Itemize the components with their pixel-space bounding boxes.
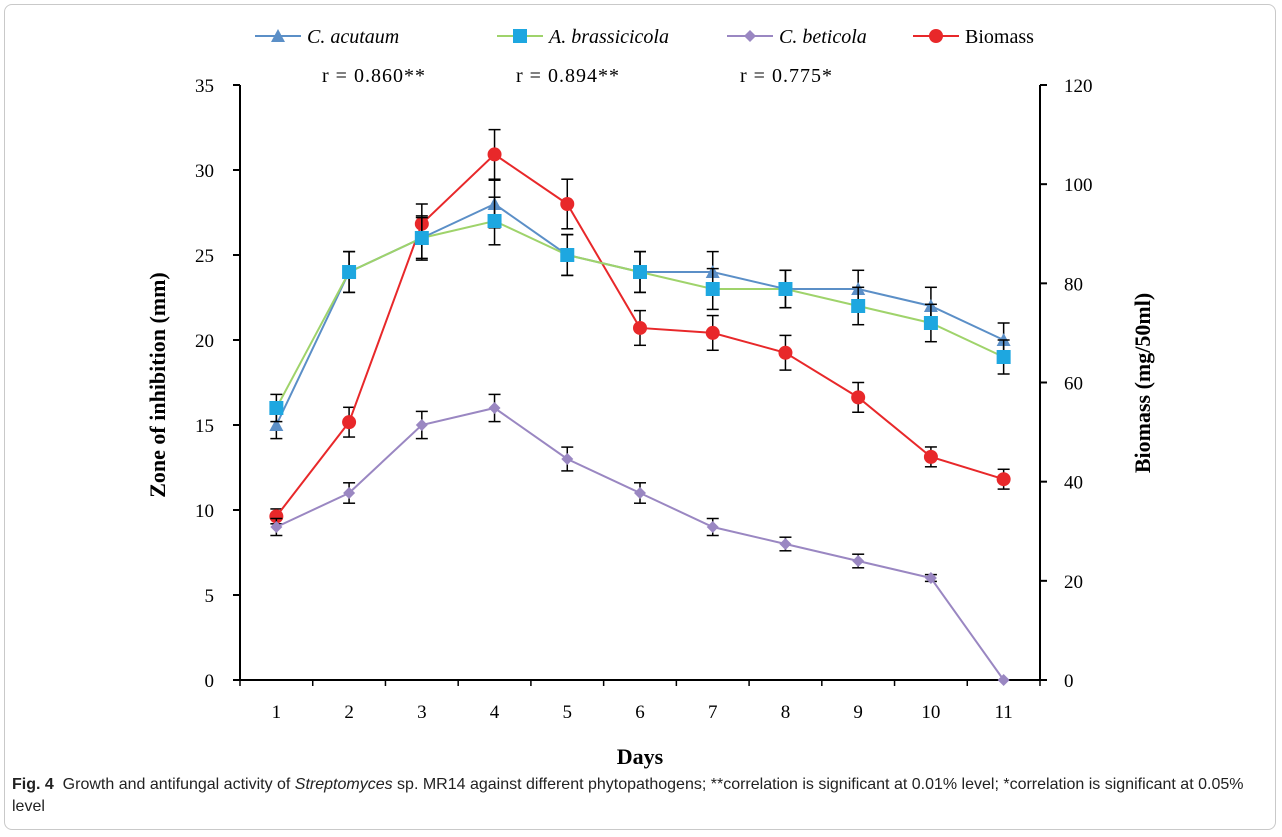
y-tick-label-right: 0 bbox=[1064, 671, 1074, 692]
x-tick-label: 7 bbox=[708, 702, 718, 723]
data-point bbox=[778, 282, 793, 296]
x-tick-label: 8 bbox=[781, 702, 791, 723]
data-point bbox=[269, 509, 284, 524]
x-tick-label: 6 bbox=[635, 702, 645, 723]
legend-marker bbox=[929, 29, 943, 43]
figure-label: Fig. 4 bbox=[12, 776, 54, 793]
annotations: r = 0.860** r = 0.894** r = 0.775* bbox=[322, 65, 833, 87]
legend-marker bbox=[513, 29, 527, 43]
caption-text-2: sp. MR14 against different phytopathogen… bbox=[12, 776, 1244, 815]
data-point bbox=[488, 402, 501, 414]
data-point bbox=[778, 345, 793, 360]
x-tick-label: 4 bbox=[490, 702, 500, 723]
data-point bbox=[923, 449, 938, 464]
data-point bbox=[269, 418, 284, 431]
data-point bbox=[633, 265, 647, 279]
legend-label: A. brassicicola bbox=[547, 26, 669, 48]
y-tick-label-right: 120 bbox=[1064, 76, 1093, 97]
y-tick-label-left: 0 bbox=[205, 671, 215, 692]
data-point bbox=[561, 453, 574, 465]
data-point bbox=[851, 390, 866, 405]
data-point bbox=[852, 555, 865, 567]
x-tick-label: 1 bbox=[272, 702, 282, 723]
legend-marker bbox=[271, 29, 285, 42]
correlation-annotation: r = 0.775* bbox=[740, 65, 833, 87]
data-point bbox=[415, 419, 428, 431]
data-point bbox=[342, 265, 357, 279]
series-1 bbox=[269, 196, 1011, 423]
data-point bbox=[923, 316, 938, 330]
x-tick-label: 11 bbox=[994, 702, 1012, 723]
legend-label: Biomass bbox=[965, 26, 1034, 48]
data-point bbox=[343, 487, 356, 499]
data-point bbox=[706, 521, 719, 533]
caption-italic: Streptomyces bbox=[294, 776, 393, 793]
data-point bbox=[342, 415, 357, 430]
data-point bbox=[634, 487, 646, 499]
data-point bbox=[487, 214, 502, 228]
y-axis-title: Zone of inhibition (mm) bbox=[145, 272, 170, 498]
correlation-annotation: r = 0.860** bbox=[322, 65, 426, 87]
data-point bbox=[269, 401, 284, 415]
series-layer bbox=[269, 128, 1011, 686]
series-0 bbox=[269, 179, 1011, 440]
x-tick-label: 5 bbox=[563, 702, 573, 723]
data-point bbox=[705, 282, 720, 296]
x-axis-title: Days bbox=[617, 744, 664, 769]
chart: 0 5 10 15 20 25 30 35 0 20 40 60 80 100 120 1 2 3 4 5 6 7 8 9 10… bbox=[145, 26, 1155, 769]
data-point bbox=[560, 248, 575, 262]
legend: C. acutaum A. brassicicola C. beticola Biom… bbox=[255, 26, 1034, 48]
figure-frame bbox=[4, 4, 1276, 830]
caption-text-1: Growth and antifungal activity of bbox=[62, 776, 295, 793]
data-point bbox=[633, 320, 647, 335]
data-point bbox=[779, 538, 792, 550]
legend-label: C. beticola bbox=[779, 26, 867, 48]
series-2 bbox=[270, 393, 1010, 686]
data-point bbox=[487, 147, 502, 162]
x-tick-label: 10 bbox=[921, 702, 940, 723]
data-point bbox=[996, 472, 1011, 487]
data-point bbox=[705, 325, 720, 340]
data-point bbox=[851, 299, 866, 313]
legend-marker bbox=[744, 30, 756, 42]
y-tick-label-left: 20 bbox=[195, 331, 214, 352]
y-tick-label-left: 10 bbox=[195, 501, 214, 522]
y-tick-label-left: 15 bbox=[195, 416, 214, 437]
y-tick-label-left: 35 bbox=[195, 76, 214, 97]
x-tick-label: 3 bbox=[417, 702, 427, 723]
y-tick-label-right: 80 bbox=[1064, 274, 1083, 295]
data-point bbox=[924, 572, 937, 584]
data-point bbox=[414, 231, 429, 245]
x-tick-label: 9 bbox=[853, 702, 863, 723]
correlation-annotation: r = 0.894** bbox=[516, 65, 620, 87]
y2-axis-title: Biomass (mg/50ml) bbox=[1130, 293, 1155, 473]
data-point bbox=[560, 197, 575, 211]
data-point bbox=[996, 350, 1011, 364]
y-tick-label-right: 20 bbox=[1064, 572, 1083, 593]
data-point bbox=[270, 521, 283, 533]
y-tick-label-left: 30 bbox=[195, 161, 214, 182]
figure-caption: Fig. 4 Growth and antifungal activity of… bbox=[12, 774, 1267, 818]
data-point bbox=[997, 674, 1010, 686]
y-tick-label-right: 100 bbox=[1064, 175, 1093, 196]
y-tick-label-right: 40 bbox=[1064, 473, 1083, 494]
y-tick-label-right: 60 bbox=[1064, 374, 1083, 395]
axes: 0 5 10 15 20 25 30 35 0 20 40 60 80 100 120 1 2 3 4 5 6 7 8 9 10… bbox=[145, 76, 1155, 769]
y-tick-label-left: 5 bbox=[205, 586, 215, 607]
legend-label: C. acutaum bbox=[307, 26, 399, 48]
y-tick-label-left: 25 bbox=[195, 246, 214, 267]
x-tick-label: 2 bbox=[344, 702, 354, 723]
series-line bbox=[275, 406, 1005, 681]
